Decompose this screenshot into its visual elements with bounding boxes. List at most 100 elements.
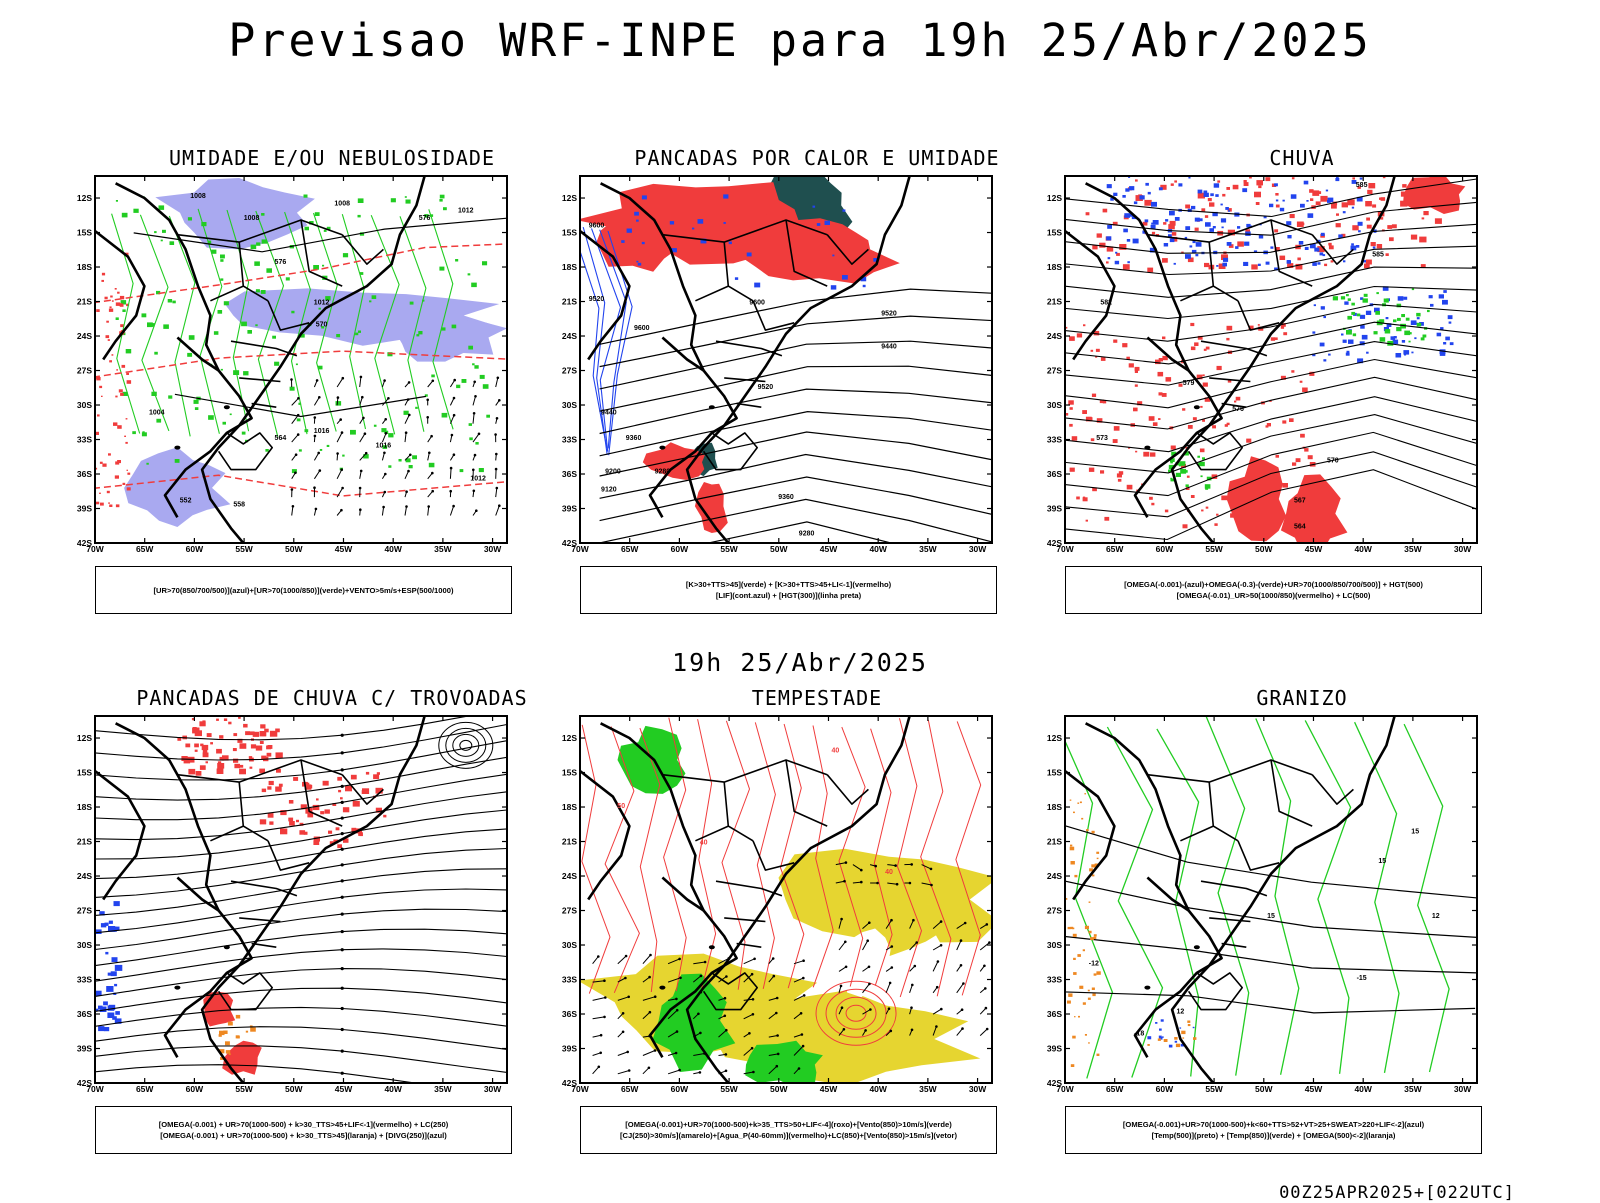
speckle xyxy=(1269,204,1273,208)
speckle xyxy=(1300,381,1303,383)
wind-vector-head xyxy=(984,987,987,990)
wind-vector-head xyxy=(341,431,344,434)
legend-line-2: [OMEGA(-0.001) + UR>70(1000-500) + k>30_… xyxy=(160,1130,447,1141)
speckle xyxy=(1122,343,1127,347)
lon-tick-label: 60W xyxy=(186,544,204,554)
contour-label: 576 xyxy=(419,215,431,222)
speckle xyxy=(142,313,147,317)
lake xyxy=(709,405,715,409)
speckle xyxy=(1234,401,1236,403)
speckle xyxy=(1366,352,1369,354)
wind-vector-head xyxy=(494,433,497,436)
speckle xyxy=(366,772,369,775)
speckle xyxy=(1270,246,1273,248)
speckle xyxy=(1429,295,1433,298)
speckle xyxy=(1166,377,1172,382)
speckle xyxy=(1193,1037,1196,1040)
speckle xyxy=(122,213,128,218)
speckle xyxy=(1386,253,1389,256)
wind-vector-head xyxy=(776,1065,779,1068)
wind-vector-head xyxy=(385,432,388,435)
speckle xyxy=(1394,336,1397,339)
speckle xyxy=(462,379,467,383)
speckle xyxy=(1070,468,1075,472)
wind-vector xyxy=(292,435,299,443)
speckle xyxy=(1387,225,1392,229)
wind-vector-head xyxy=(453,453,456,456)
lake xyxy=(174,446,180,450)
speckle xyxy=(1161,1019,1164,1021)
wind-vector-head xyxy=(911,1029,914,1032)
speckle xyxy=(327,445,330,447)
speckle xyxy=(480,375,485,379)
speckle xyxy=(1088,998,1091,1000)
speckle xyxy=(1235,246,1238,249)
speckle xyxy=(1069,336,1075,341)
speckle xyxy=(472,363,475,365)
speckle xyxy=(216,719,219,721)
speckle xyxy=(1347,351,1350,353)
speckle xyxy=(1090,937,1094,940)
wind-vector-head xyxy=(930,884,933,887)
lon-tick-label: 50W xyxy=(1255,544,1273,554)
state-border xyxy=(239,918,280,922)
speckle xyxy=(1068,927,1071,929)
speckle xyxy=(1091,350,1094,352)
speckle xyxy=(1216,514,1218,516)
speckle xyxy=(1312,262,1317,266)
speckle xyxy=(1437,333,1442,337)
speckle xyxy=(1403,350,1409,355)
speckle xyxy=(267,786,271,789)
wind-vector-head xyxy=(874,865,877,868)
map-granizo: 15151512-15-12-181212S15S18S21S24S27S30S… xyxy=(1047,714,1557,1104)
wind-vector-head xyxy=(622,1012,625,1015)
speckle xyxy=(126,349,132,353)
lon-tick-label: 50W xyxy=(1255,1084,1273,1094)
speckle xyxy=(1172,232,1177,236)
lat-tick-label: 36S xyxy=(562,469,577,479)
speckle xyxy=(634,212,639,216)
speckle xyxy=(1228,210,1230,212)
speckle xyxy=(133,209,138,213)
wind-vector-head xyxy=(725,1070,728,1073)
speckle xyxy=(109,921,113,924)
speckle xyxy=(1300,204,1305,208)
speckle xyxy=(265,449,268,452)
speckle xyxy=(1151,503,1154,506)
speckle xyxy=(1169,1045,1173,1048)
speckle xyxy=(1244,182,1249,186)
wind-vector xyxy=(593,957,599,964)
wind-vector-head xyxy=(600,1034,603,1037)
speckle xyxy=(108,453,111,455)
speckle xyxy=(410,302,414,305)
speckle xyxy=(116,369,118,370)
country-border xyxy=(580,771,629,900)
contour-label: 9600 xyxy=(589,222,605,229)
speckle xyxy=(1089,902,1091,903)
map-pancadas-calor: 9600952096009600952094409520944093609280… xyxy=(562,174,1072,564)
speckle xyxy=(296,820,299,822)
wind-vector-head xyxy=(986,1028,989,1031)
contour-label: 1008 xyxy=(190,193,206,200)
speckle xyxy=(1073,972,1077,975)
instability-red xyxy=(643,442,705,480)
speckle xyxy=(114,901,120,906)
speckle xyxy=(483,384,489,389)
speckle xyxy=(1079,986,1083,989)
lat-tick-label: 36S xyxy=(1047,1009,1062,1019)
contour-label: 1008 xyxy=(244,215,260,222)
map-content: 9600952096009600952094409520944093609280… xyxy=(575,174,993,564)
contour-label: 570 xyxy=(1327,457,1339,464)
streamline-arrow xyxy=(341,967,344,970)
speckle xyxy=(247,330,252,334)
wind-vector-head xyxy=(940,944,943,947)
contour-label: 9360 xyxy=(626,435,642,442)
contour-label: 9520 xyxy=(758,384,774,391)
precipitable-water-contour xyxy=(956,721,981,995)
legend-line-2: [LIF](cont.azul) + [HGT(300)](linha pret… xyxy=(716,590,861,601)
state-border xyxy=(1238,301,1279,330)
wind-vector-head xyxy=(772,957,775,960)
speckle xyxy=(1147,1036,1151,1039)
speckle xyxy=(105,297,108,300)
